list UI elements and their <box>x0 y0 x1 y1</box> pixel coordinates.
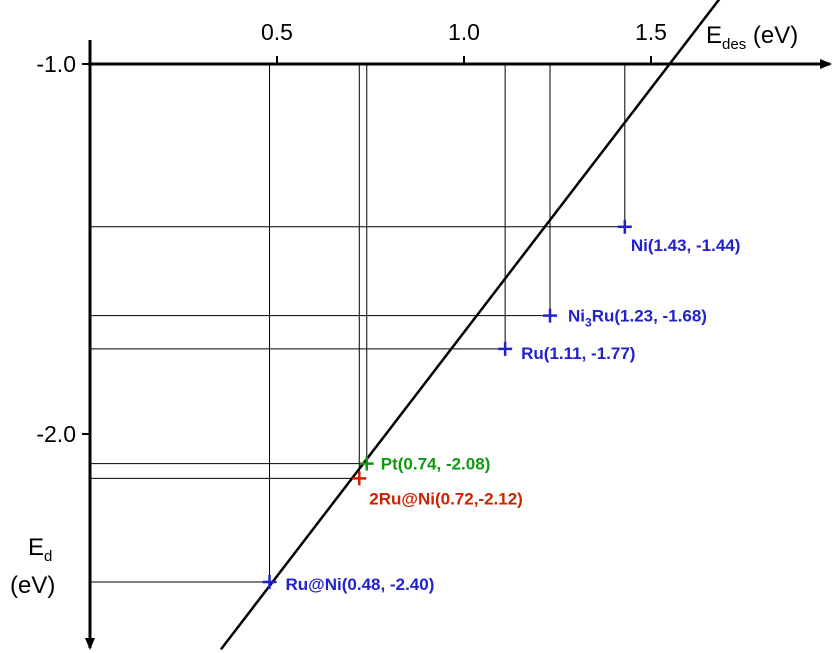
data-point: Ni(1.43, -1.44) <box>617 219 741 255</box>
y-axis-title-unit: (eV) <box>10 572 55 599</box>
x-tick-label: 0.5 <box>261 19 293 45</box>
y-ticks: -1.0 -2.0 <box>36 51 90 447</box>
x-tick-label: 1.5 <box>635 19 667 45</box>
point-label: Pt(0.74, -2.08) <box>381 455 491 474</box>
point-label: Ru(1.11, -1.77) <box>521 344 635 363</box>
x-ticks: 0.5 1.0 1.5 <box>261 19 667 64</box>
data-points: Ni(1.43, -1.44) Ni3Ru(1.23, -1.68) Ru(1.11… <box>262 219 741 594</box>
point-label: Ni(1.43, -1.44) <box>631 236 741 255</box>
y-tick-label: -1.0 <box>36 51 76 77</box>
guide-lines <box>90 64 626 583</box>
data-point: Ru(1.11, -1.77) <box>498 341 635 363</box>
x-axis-title: Edes (eV) <box>706 22 798 53</box>
point-label: 2Ru@Ni(0.72,-2.12) <box>369 489 523 508</box>
data-point: Ru@Ni(0.48, -2.40) <box>262 575 435 594</box>
data-point: 2Ru@Ni(0.72,-2.12) <box>352 471 523 508</box>
y-tick-label: -2.0 <box>36 421 76 447</box>
y-axis-title-main: Ed <box>28 534 52 565</box>
point-label: Ru@Ni(0.48, -2.40) <box>286 575 435 594</box>
data-point: Ni3Ru(1.23, -1.68) <box>543 307 707 330</box>
data-point: Pt(0.74, -2.08) <box>359 455 491 474</box>
axes <box>85 40 832 650</box>
fit-line <box>219 0 721 651</box>
point-label: Ni3Ru(1.23, -1.68) <box>568 307 707 330</box>
x-tick-label: 1.0 <box>448 19 480 45</box>
